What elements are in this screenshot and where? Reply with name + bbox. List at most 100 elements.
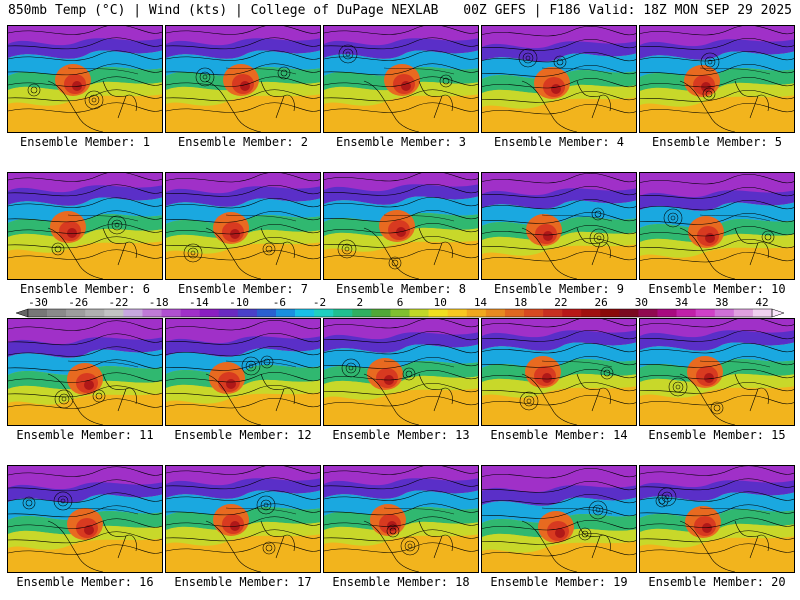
colorbar-swatch [180,309,200,317]
member-label: Ensemble Member: 2 [177,135,309,149]
colorbar-swatch [237,309,258,317]
colorbar-swatch [352,309,372,317]
colorbar-swatch [638,309,658,317]
map-panel-9 [481,172,637,280]
colorbar-tick-label: 22 [554,296,567,309]
colorbar-swatch [256,309,277,317]
header-left: 850mb Temp (°C) | Wind (kts) | College o… [8,3,439,18]
colorbar-tick-label: 42 [755,296,768,309]
colorbar-swatch [142,309,162,317]
colorbar-swatch [295,309,315,317]
temperature-map [166,466,320,572]
colorbar-tick-label: -26 [68,296,88,309]
colorbar-swatch [600,309,620,317]
map-panel-15 [639,318,795,426]
map-panel-8 [323,172,479,280]
member-label: Ensemble Member: 20 [648,575,786,589]
colorbar-tick-label: 6 [397,296,404,309]
temperature-map [324,173,478,279]
colorbar-tick-label: 2 [356,296,363,309]
temperature-map [640,26,794,132]
temperature-map [482,466,636,572]
member-label: Ensemble Member: 1 [19,135,151,149]
member-label: Ensemble Member: 8 [335,282,467,296]
temperature-map [324,26,478,132]
colorbar-swatch [333,309,353,317]
member-label: Ensemble Member: 10 [648,282,786,296]
member-label: Ensemble Member: 13 [332,428,470,442]
member-label: Ensemble Member: 6 [19,282,151,296]
map-panel-1 [7,25,163,133]
temperature-map [166,319,320,425]
colorbar-swatch [276,309,296,317]
colorbar-tick-label: -22 [109,296,129,309]
temperature-map [640,319,794,425]
temperature-map [8,319,162,425]
temperature-map [482,319,636,425]
member-label: Ensemble Member: 3 [335,135,467,149]
map-panel-14 [481,318,637,426]
map-panel-13 [323,318,479,426]
map-panel-16 [7,465,163,573]
map-panel-2 [165,25,321,133]
colorbar-swatch [428,309,448,317]
colorbar-swatch [218,309,239,317]
colorbar-tick-label: 34 [675,296,689,309]
member-label: Ensemble Member: 11 [16,428,154,442]
header-right: 00Z GEFS | F186 Valid: 18Z MON SEP 29 20… [463,3,792,18]
colorbar-swatch [447,309,468,317]
colorbar-swatch [47,309,67,317]
colorbar-swatch [28,309,48,317]
colorbar-tick-label: 30 [635,296,648,309]
temperature-map [640,466,794,572]
map-panel-7 [165,172,321,280]
colorbar-swatch [562,309,582,317]
colorbar-swatch [409,309,429,317]
temperature-map [482,173,636,279]
colorbar-swatch [695,309,716,317]
member-label: Ensemble Member: 19 [490,575,628,589]
colorbar-tick-label: -30 [28,296,48,309]
colorbar-swatch [524,309,544,317]
map-panel-11 [7,318,163,426]
member-label: Ensemble Member: 7 [177,282,309,296]
colorbar-swatch [733,309,754,317]
colorbar-tick-label: 14 [474,296,488,309]
colorbar-swatch [85,309,105,317]
colorbar-swatch [657,309,677,317]
colorbar-tick-label: -18 [149,296,169,309]
colorbar-tick-label: 26 [594,296,607,309]
colorbar-swatch [390,309,410,317]
colorbar-swatch [314,309,334,317]
colorbar-swatch [485,309,506,317]
map-panel-17 [165,465,321,573]
member-label: Ensemble Member: 12 [174,428,312,442]
map-panel-3 [323,25,479,133]
colorbar-swatch [371,309,391,317]
colorbar-low-arrow [15,308,29,318]
map-panel-19 [481,465,637,573]
map-panel-10 [639,172,795,280]
member-label: Ensemble Member: 4 [493,135,625,149]
map-panel-5 [639,25,795,133]
map-panel-18 [323,465,479,573]
colorbar-tick-label: 18 [514,296,527,309]
map-panel-6 [7,172,163,280]
colorbar-tick-label: -2 [313,296,326,309]
temperature-map [166,26,320,132]
temperature-map [8,173,162,279]
colorbar-tick-label: 10 [434,296,447,309]
colorbar-swatch [66,309,86,317]
temperature-map [640,173,794,279]
colorbar-swatch [581,309,601,317]
temperature-map [482,26,636,132]
member-label: Ensemble Member: 14 [490,428,628,442]
map-panel-4 [481,25,637,133]
temperature-map [324,319,478,425]
member-label: Ensemble Member: 18 [332,575,470,589]
colorbar: -30 -26 -22 -18 -14 -10 -6 -2 2 6 10 14 18 22 26 30 34 38… [15,296,785,318]
member-label: Ensemble Member: 17 [174,575,312,589]
colorbar-swatch [543,309,563,317]
colorbar-swatch [504,309,525,317]
colorbar-tick-label: -14 [189,296,209,309]
